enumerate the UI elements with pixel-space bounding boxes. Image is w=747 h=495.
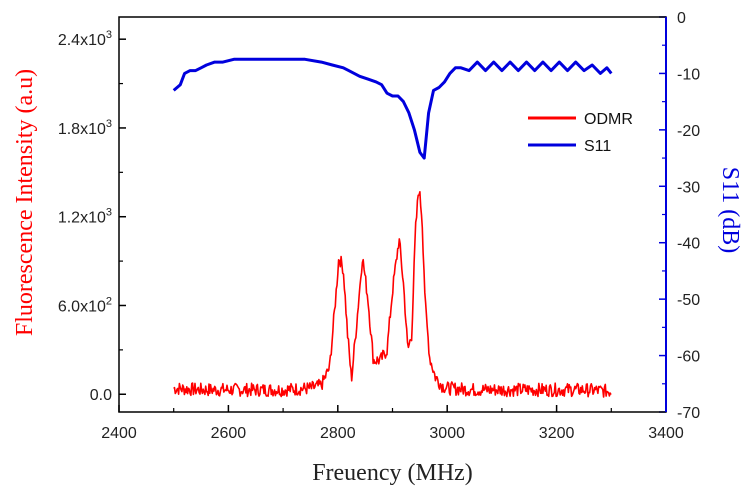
y-right-axis-ticks: 0 -10 -20 -30 -40 -50 -60 -70 [659, 10, 700, 422]
x-tick-label: 2400 [101, 425, 137, 442]
legend-label: ODMR [584, 111, 633, 128]
x-tick-label: 2800 [320, 425, 356, 442]
y-left-tick-label: 0.0 [90, 387, 112, 404]
y-left-tick-label: 1.2x103 [58, 207, 112, 227]
y-left-tick-label: 6.0x102 [58, 295, 112, 315]
y-left-tick-label: 2.4x103 [58, 29, 112, 49]
y-right-tick-label: -70 [677, 405, 700, 422]
y-right-tick-label: -60 [677, 349, 700, 366]
plot-frame [118, 16, 667, 413]
y-left-tick-label: 1.8x103 [58, 118, 112, 138]
legend: ODMR S11 [528, 111, 633, 155]
legend-label: S11 [584, 138, 611, 155]
x-axis-ticks: 2400 2600 2800 3000 3200 3400 [101, 405, 684, 442]
x-tick-label: 2600 [211, 425, 247, 442]
y-right-tick-label: -30 [677, 179, 700, 196]
y-right-tick-label: -40 [677, 236, 700, 253]
y-right-axis-title: S11 (dB) [717, 167, 743, 253]
plot-series [172, 57, 613, 398]
series-line-odmr [173, 191, 612, 398]
x-tick-label: 3400 [648, 425, 684, 442]
x-tick-label: 3000 [429, 425, 465, 442]
series-line-s11 [172, 57, 613, 160]
x-axis-title: Freuency (MHz) [312, 460, 473, 486]
y-right-tick-label: -10 [677, 66, 700, 83]
y-left-axis-ticks: 0.0 6.0x102 1.2x103 1.8x103 2.4x103 [58, 29, 126, 404]
x-tick-label: 3200 [539, 425, 575, 442]
y-right-tick-label: -50 [677, 292, 700, 309]
y-right-tick-label: 0 [677, 10, 686, 27]
y-right-tick-label: -20 [677, 123, 700, 140]
y-left-axis-title: Fluorescence Intensity (a.u) [12, 69, 38, 336]
